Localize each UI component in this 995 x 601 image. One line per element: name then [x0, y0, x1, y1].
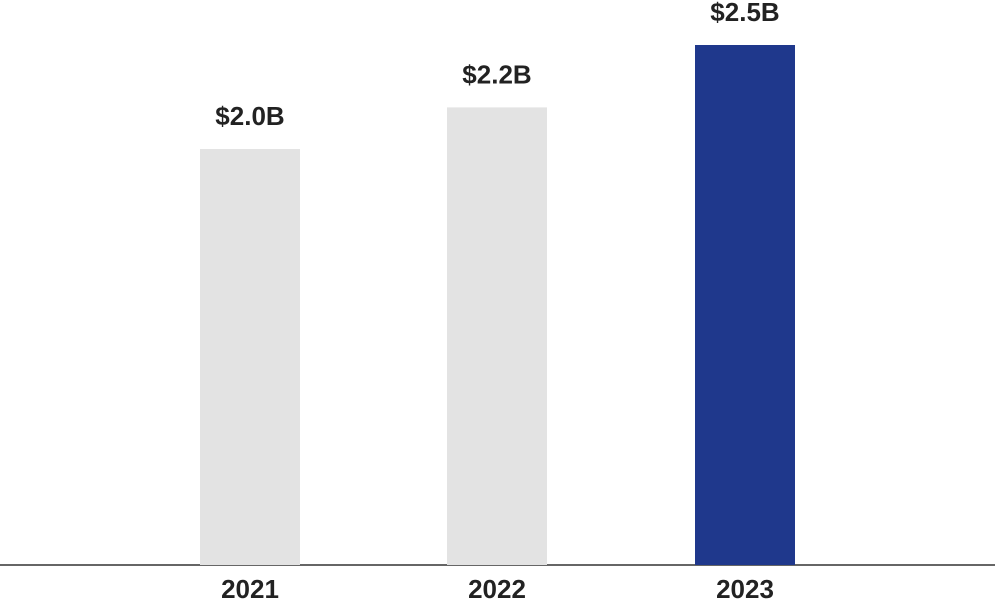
x-tick-label: 2022 — [468, 574, 526, 601]
x-tick-label: 2021 — [221, 574, 279, 601]
value-label: $2.2B — [462, 59, 531, 89]
bar — [200, 149, 300, 565]
bar — [447, 107, 547, 566]
bar — [695, 45, 795, 565]
x-tick-label: 2023 — [716, 574, 774, 601]
value-label: $2.0B — [215, 101, 284, 131]
value-label: $2.5B — [710, 0, 779, 27]
